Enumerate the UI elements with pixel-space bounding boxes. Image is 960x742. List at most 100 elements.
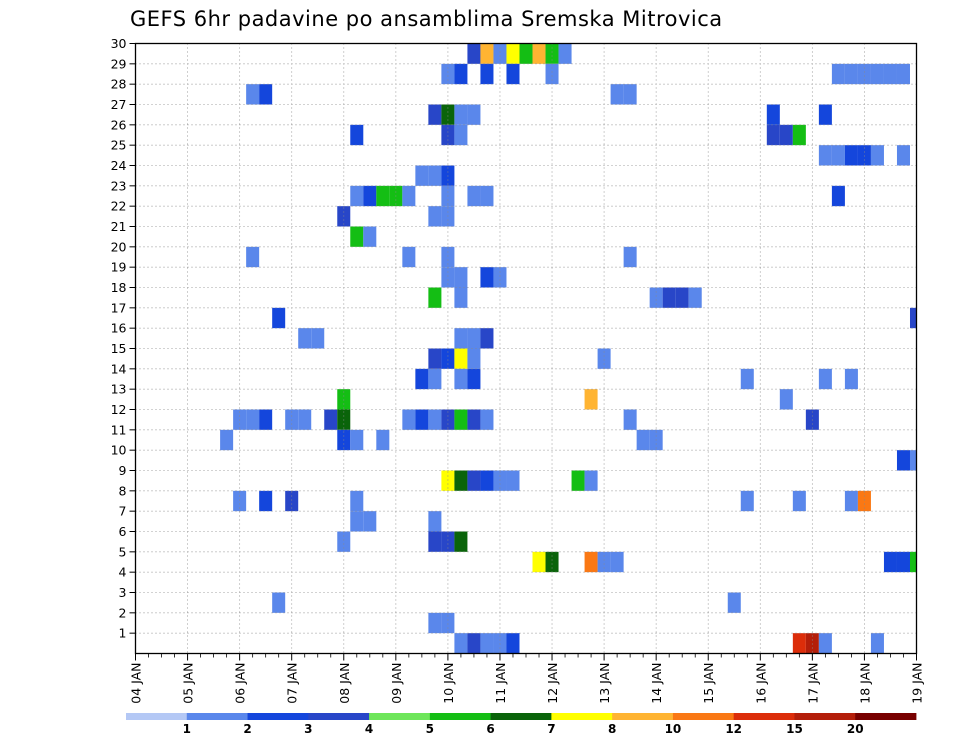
x-tick-label: 19 JAN	[910, 663, 925, 704]
colorbar-label: 15	[786, 722, 803, 736]
heatmap-cell	[454, 348, 468, 369]
colorbar-label: 7	[547, 722, 555, 736]
heatmap-cell	[818, 145, 832, 166]
heatmap-cell	[220, 429, 234, 451]
colorbar-swatch	[733, 713, 795, 720]
heatmap-cell	[896, 551, 910, 573]
heatmap-cell	[493, 633, 507, 654]
heatmap-cell	[454, 470, 468, 491]
heatmap-cell	[870, 145, 884, 166]
heatmap-cell	[766, 124, 780, 146]
heatmap-cell	[441, 267, 455, 288]
heatmap-cell	[818, 104, 832, 125]
heatmap-cell	[454, 409, 468, 430]
y-tick-label: 24	[111, 158, 127, 173]
heatmap-cell	[363, 185, 377, 207]
heatmap-cell	[376, 429, 390, 451]
heatmap-cell	[467, 185, 481, 207]
heatmap-cell	[233, 490, 247, 512]
colorbar-label: 1	[183, 722, 191, 736]
y-tick-label: 29	[111, 56, 127, 71]
heatmap-cell	[350, 511, 364, 532]
heatmap-cell	[844, 368, 858, 390]
heatmap-cell	[454, 368, 468, 390]
heatmap-cell	[857, 63, 871, 85]
colorbar-swatch	[429, 713, 492, 720]
heatmap-cell	[441, 470, 455, 491]
x-tick-label: 09 JAN	[389, 663, 404, 704]
heatmap-cell	[818, 368, 832, 390]
y-tick-label: 23	[111, 178, 127, 193]
heatmap-cell	[792, 490, 806, 512]
heatmap-cell	[480, 470, 494, 491]
heatmap-cell	[467, 409, 481, 430]
heatmap-cell	[428, 165, 442, 186]
heatmap-cell	[272, 592, 286, 613]
heatmap-cell	[454, 124, 468, 146]
colorbar-swatch	[490, 713, 552, 720]
y-axis: 1234567891011121314151617181920212223242…	[111, 36, 136, 641]
heatmap-cell	[909, 307, 917, 329]
x-tick-label: 08 JAN	[337, 663, 352, 704]
heatmap-cell	[831, 63, 845, 85]
heatmap-cell	[545, 63, 559, 85]
x-tick-label: 16 JAN	[753, 663, 768, 704]
colorbar-label: 2	[243, 722, 251, 736]
heatmap-cell	[324, 409, 338, 430]
y-tick-label: 7	[119, 504, 127, 519]
heatmap-cell	[558, 43, 572, 64]
heatmap-cell	[506, 633, 520, 654]
heatmap-cell	[779, 124, 793, 146]
colorbar-label: 20	[847, 722, 864, 736]
heatmap-cell	[636, 429, 650, 451]
heatmap-cell	[428, 531, 442, 552]
heatmap-cell	[311, 328, 325, 349]
colorbar-label: 8	[608, 722, 616, 736]
y-tick-label: 30	[111, 36, 127, 51]
heatmap-cell	[688, 287, 702, 308]
heatmap-cell	[350, 490, 364, 512]
y-tick-label: 18	[111, 280, 127, 295]
heatmap-cell	[259, 409, 273, 430]
heatmap-cell	[792, 633, 806, 654]
heatmap-cell	[454, 328, 468, 349]
colorbar-label: 3	[304, 722, 312, 736]
colorbar-swatch	[794, 713, 856, 720]
heatmap-cell	[350, 185, 364, 207]
heatmap-cell	[844, 145, 858, 166]
heatmap-cell	[298, 328, 312, 349]
heatmap-cell	[818, 633, 832, 654]
heatmap-cell	[441, 612, 455, 634]
heatmap-cell	[896, 145, 910, 166]
y-tick-label: 8	[119, 483, 127, 498]
heatmap-cell	[675, 287, 689, 308]
heatmap-cell	[428, 104, 442, 125]
heatmap-cell	[259, 84, 273, 105]
heatmap-cell	[883, 551, 897, 573]
heatmap-cell	[506, 43, 520, 64]
chart-title: GEFS 6hr padavine po ansamblima Sremska …	[130, 7, 723, 31]
heatmap-cell	[428, 612, 442, 634]
heatmap-cell	[272, 307, 286, 329]
heatmap-cell	[337, 389, 351, 410]
heatmap-cell	[896, 450, 910, 471]
heatmap-cell	[415, 368, 429, 390]
x-axis: 04 JAN 05 JAN 06 JAN 07 JAN 08 JAN 09 JAN 10 J…	[129, 653, 925, 704]
colorbar-swatch	[672, 713, 735, 720]
y-tick-label: 10	[111, 443, 127, 458]
y-tick-label: 15	[111, 341, 127, 356]
y-tick-label: 17	[111, 300, 127, 315]
heatmap-cell	[246, 84, 260, 105]
heatmap-cell	[623, 409, 637, 430]
heatmap-cell	[623, 246, 637, 268]
heatmap-cell	[415, 409, 429, 430]
heatmap-cell	[285, 490, 299, 512]
heatmap-cell	[480, 185, 494, 207]
heatmap-cell	[428, 511, 442, 532]
heatmap-cell	[571, 470, 585, 491]
colorbar-label: 12	[725, 722, 742, 736]
x-tick-label: 15 JAN	[701, 663, 716, 704]
x-tick-label: 12 JAN	[545, 663, 560, 704]
x-tick-label: 14 JAN	[649, 663, 664, 704]
colorbar-legend: 1 2 3 4 5 6 7 8 10 12 15 20	[126, 713, 917, 736]
